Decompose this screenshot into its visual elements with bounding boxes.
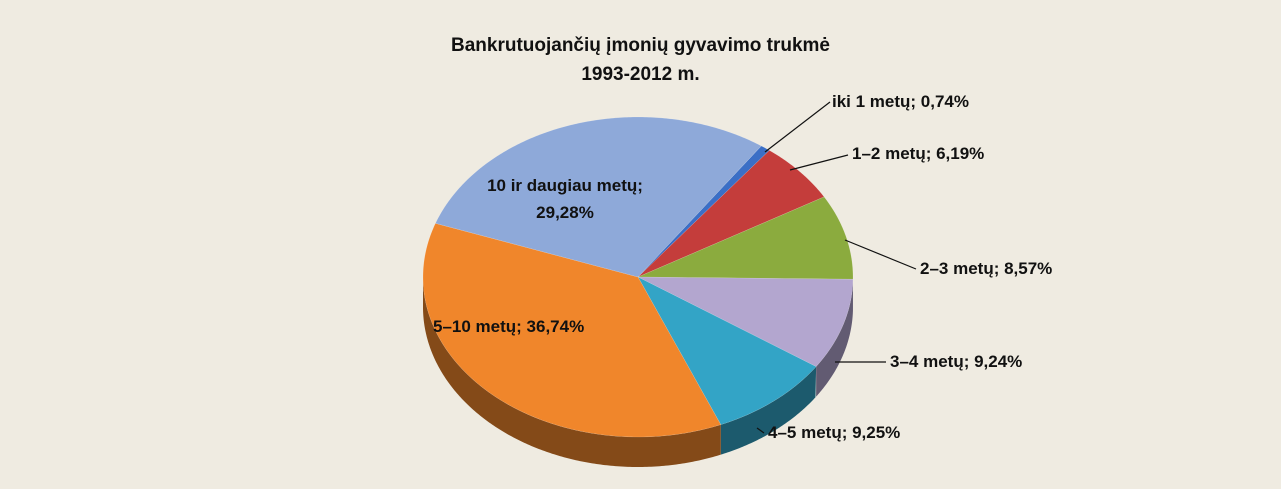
leader-line: [844, 239, 917, 270]
slice-side: [720, 366, 817, 455]
chart-title: Bankrutuojančių įmonių gyvavimo trukmė: [450, 35, 831, 56]
slice: [637, 276, 817, 425]
slice: [422, 222, 722, 438]
data-label: 4–5 metų; 9,25%: [768, 423, 901, 442]
chart-subtitle: 1993-2012 m.: [581, 64, 700, 85]
slice: [637, 276, 854, 367]
slice-side: [816, 279, 853, 397]
slice: [637, 150, 825, 278]
data-label: 3–4 metų; 9,24%: [890, 352, 1023, 371]
slice-side: [423, 277, 721, 467]
slice: [637, 196, 854, 280]
data-label: 5–10 metų; 36,74%: [433, 317, 585, 336]
slice: [435, 116, 762, 278]
leader-line: [756, 427, 765, 434]
leader-line: [764, 101, 831, 153]
data-label: 10 ir daugiau metų; 29,28%: [487, 176, 643, 222]
data-label: iki 1 metų; 0,74%: [832, 92, 970, 111]
data-label: 2–3 metų; 8,57%: [920, 259, 1053, 278]
slice: [637, 145, 770, 278]
leader-line: [789, 154, 849, 171]
data-label: 1–2 metų; 6,19%: [852, 144, 985, 163]
